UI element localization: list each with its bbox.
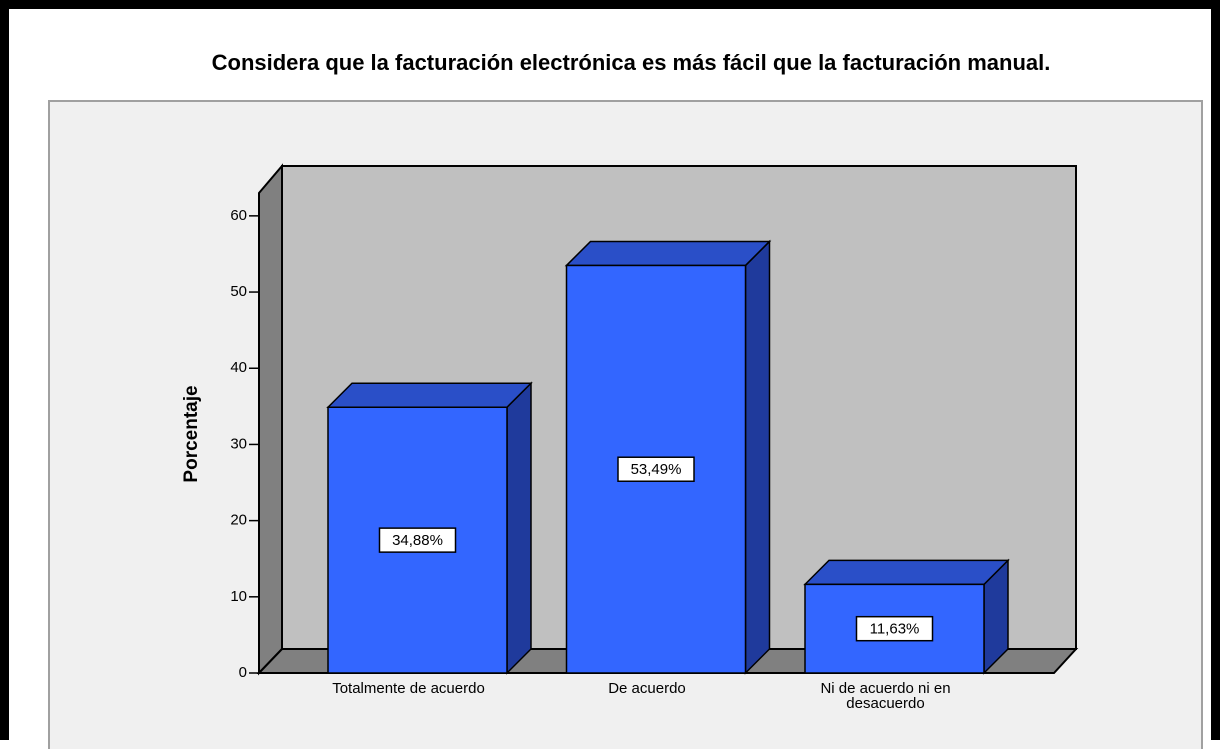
y-axis-label: Porcentaje <box>181 385 202 482</box>
value-label-box <box>378 527 457 553</box>
chart-title: Considera que la facturación electrónica… <box>212 50 1051 75</box>
y-tick-label: 0 <box>239 664 247 681</box>
bar-top <box>803 559 1010 586</box>
y-tick-label: 30 <box>230 435 247 452</box>
x-tick-label: Totalmente de acuerdo <box>332 680 485 697</box>
value-label: 11,63% <box>870 621 920 638</box>
value-label: 34,88% <box>392 532 443 549</box>
bar-side <box>506 381 532 675</box>
y-tick-label: 20 <box>230 512 247 529</box>
x-tick-label: De acuerdo <box>608 680 686 697</box>
y-tick-label: 60 <box>230 207 247 224</box>
y-tick-label: 10 <box>230 588 247 605</box>
bar-side <box>744 239 771 675</box>
x-tick-label: Ni de acuerdo ni en desacuerdo <box>820 680 951 712</box>
value-label: 53,49% <box>631 461 682 478</box>
bar-top <box>326 382 533 408</box>
y-tick-label: 40 <box>230 359 247 376</box>
value-label-box <box>855 615 934 642</box>
bar-top <box>564 240 772 267</box>
chart: Considera que la facturación electrónica… <box>48 50 1203 749</box>
side-wall <box>258 163 283 676</box>
y-tick-label: 50 <box>230 283 247 300</box>
value-label-box <box>617 456 695 482</box>
